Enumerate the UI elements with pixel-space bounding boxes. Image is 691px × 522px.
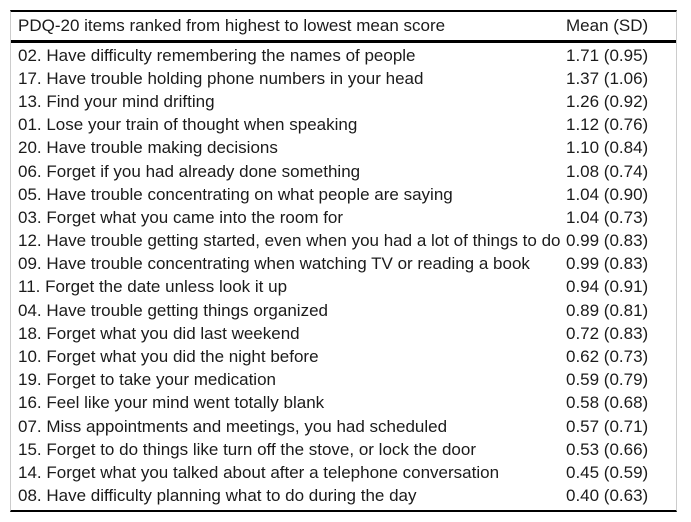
mean-sd-cell: 0.40 (0.63): [566, 486, 649, 506]
item-cell: 09. Have trouble concentrating when watc…: [18, 254, 530, 274]
item-cell: 14. Forget what you talked about after a…: [18, 462, 500, 482]
table-row: 17. Have trouble holding phone numbers i…: [11, 67, 676, 90]
table-row: 01. Lose your train of thought when spea…: [11, 114, 676, 137]
mean-sd-cell: 0.62 (0.73): [566, 347, 649, 367]
item-cell: 06. Forget if you had already done somet…: [18, 161, 361, 181]
table-row: 10. Forget what you did the night before…: [11, 345, 676, 368]
mean-sd-cell: 1.04 (0.73): [566, 207, 649, 227]
item-cell: 11. Forget the date unless look it up: [18, 277, 288, 297]
item-cell: 08. Have difficulty planning what to do …: [18, 486, 417, 506]
item-cell: 19. Forget to take your medication: [18, 370, 276, 390]
mean-sd-cell: 0.57 (0.71): [566, 416, 649, 436]
item-cell: 05. Have trouble concentrating on what p…: [18, 184, 453, 204]
table-row: 09. Have trouble concentrating when watc…: [11, 253, 676, 276]
items-column-header: PDQ-20 items ranked from highest to lowe…: [18, 16, 446, 35]
table-row: 04. Have trouble getting things organize…: [11, 299, 676, 322]
item-cell: 12. Have trouble getting started, even w…: [18, 231, 561, 251]
mean-sd-cell: 0.72 (0.83): [566, 323, 649, 343]
mean-sd-cell: 0.58 (0.68): [566, 393, 649, 413]
table-row: 20. Have trouble making decisions 1.10 (0…: [11, 137, 676, 160]
mean-sd-cell: 0.59 (0.79): [566, 370, 649, 390]
table-row: 16. Feel like your mind went totally bla…: [11, 392, 676, 415]
item-cell: 13. Find your mind drifting: [18, 91, 215, 111]
item-cell: 07. Miss appointments and meetings, you …: [18, 416, 448, 436]
table-row: 14. Forget what you talked about after a…: [11, 461, 676, 484]
table-row: 05. Have trouble concentrating on what p…: [11, 183, 676, 206]
table-row: 08. Have difficulty planning what to do …: [11, 485, 676, 508]
item-cell: 18. Forget what you did last weekend: [18, 323, 300, 343]
mean-sd-cell: 1.10 (0.84): [566, 138, 649, 158]
table-body: 02. Have difficulty remembering the name…: [11, 43, 676, 510]
item-cell: 17. Have trouble holding phone numbers i…: [18, 68, 424, 88]
mean-sd-cell: 1.04 (0.90): [566, 184, 649, 204]
table-row: 03. Forget what you came into the room f…: [11, 206, 676, 229]
item-cell: 01. Lose your train of thought when spea…: [18, 115, 358, 135]
table-row: 18. Forget what you did last weekend 0.72…: [11, 322, 676, 345]
mean-sd-cell: 0.45 (0.59): [566, 462, 649, 482]
item-cell: 20. Have trouble making decisions: [18, 138, 278, 158]
mean-sd-cell: 0.99 (0.83): [566, 254, 649, 274]
mean-sd-cell: 1.37 (1.06): [566, 68, 649, 88]
mean-sd-column-header: Mean (SD): [566, 16, 649, 35]
table-row: 12. Have trouble getting started, even w…: [11, 230, 676, 253]
table-row: 13. Find your mind drifting 1.26 (0.92): [11, 90, 676, 113]
mean-sd-cell: 0.99 (0.83): [566, 231, 649, 251]
table-row: 07. Miss appointments and meetings, you …: [11, 415, 676, 438]
mean-sd-cell: 1.71 (0.95): [566, 45, 649, 65]
table-row: 19. Forget to take your medication 0.59 (…: [11, 369, 676, 392]
mean-sd-cell: 0.89 (0.81): [566, 300, 649, 320]
table-row: 11. Forget the date unless look it up 0.9…: [11, 276, 676, 299]
table-row: 02. Have difficulty remembering the name…: [11, 44, 676, 67]
table-header-row: PDQ-20 items ranked from highest to lowe…: [11, 12, 676, 43]
item-cell: 16. Feel like your mind went totally bla…: [18, 393, 325, 413]
mean-sd-cell: 1.08 (0.74): [566, 161, 649, 181]
mean-sd-cell: 0.94 (0.91): [566, 277, 649, 297]
item-cell: 04. Have trouble getting things organize…: [18, 300, 328, 320]
mean-sd-cell: 1.26 (0.92): [566, 91, 649, 111]
pdq20-ranked-items-table: PDQ-20 items ranked from highest to lowe…: [10, 10, 677, 512]
mean-sd-cell: 0.53 (0.66): [566, 439, 649, 459]
item-cell: 02. Have difficulty remembering the name…: [18, 45, 416, 65]
table-row: 06. Forget if you had already done somet…: [11, 160, 676, 183]
item-cell: 10. Forget what you did the night before: [18, 347, 319, 367]
mean-sd-cell: 1.12 (0.76): [566, 115, 649, 135]
table-row: 15. Forget to do things like turn off th…: [11, 438, 676, 461]
item-cell: 03. Forget what you came into the room f…: [18, 207, 344, 227]
item-cell: 15. Forget to do things like turn off th…: [18, 439, 477, 459]
